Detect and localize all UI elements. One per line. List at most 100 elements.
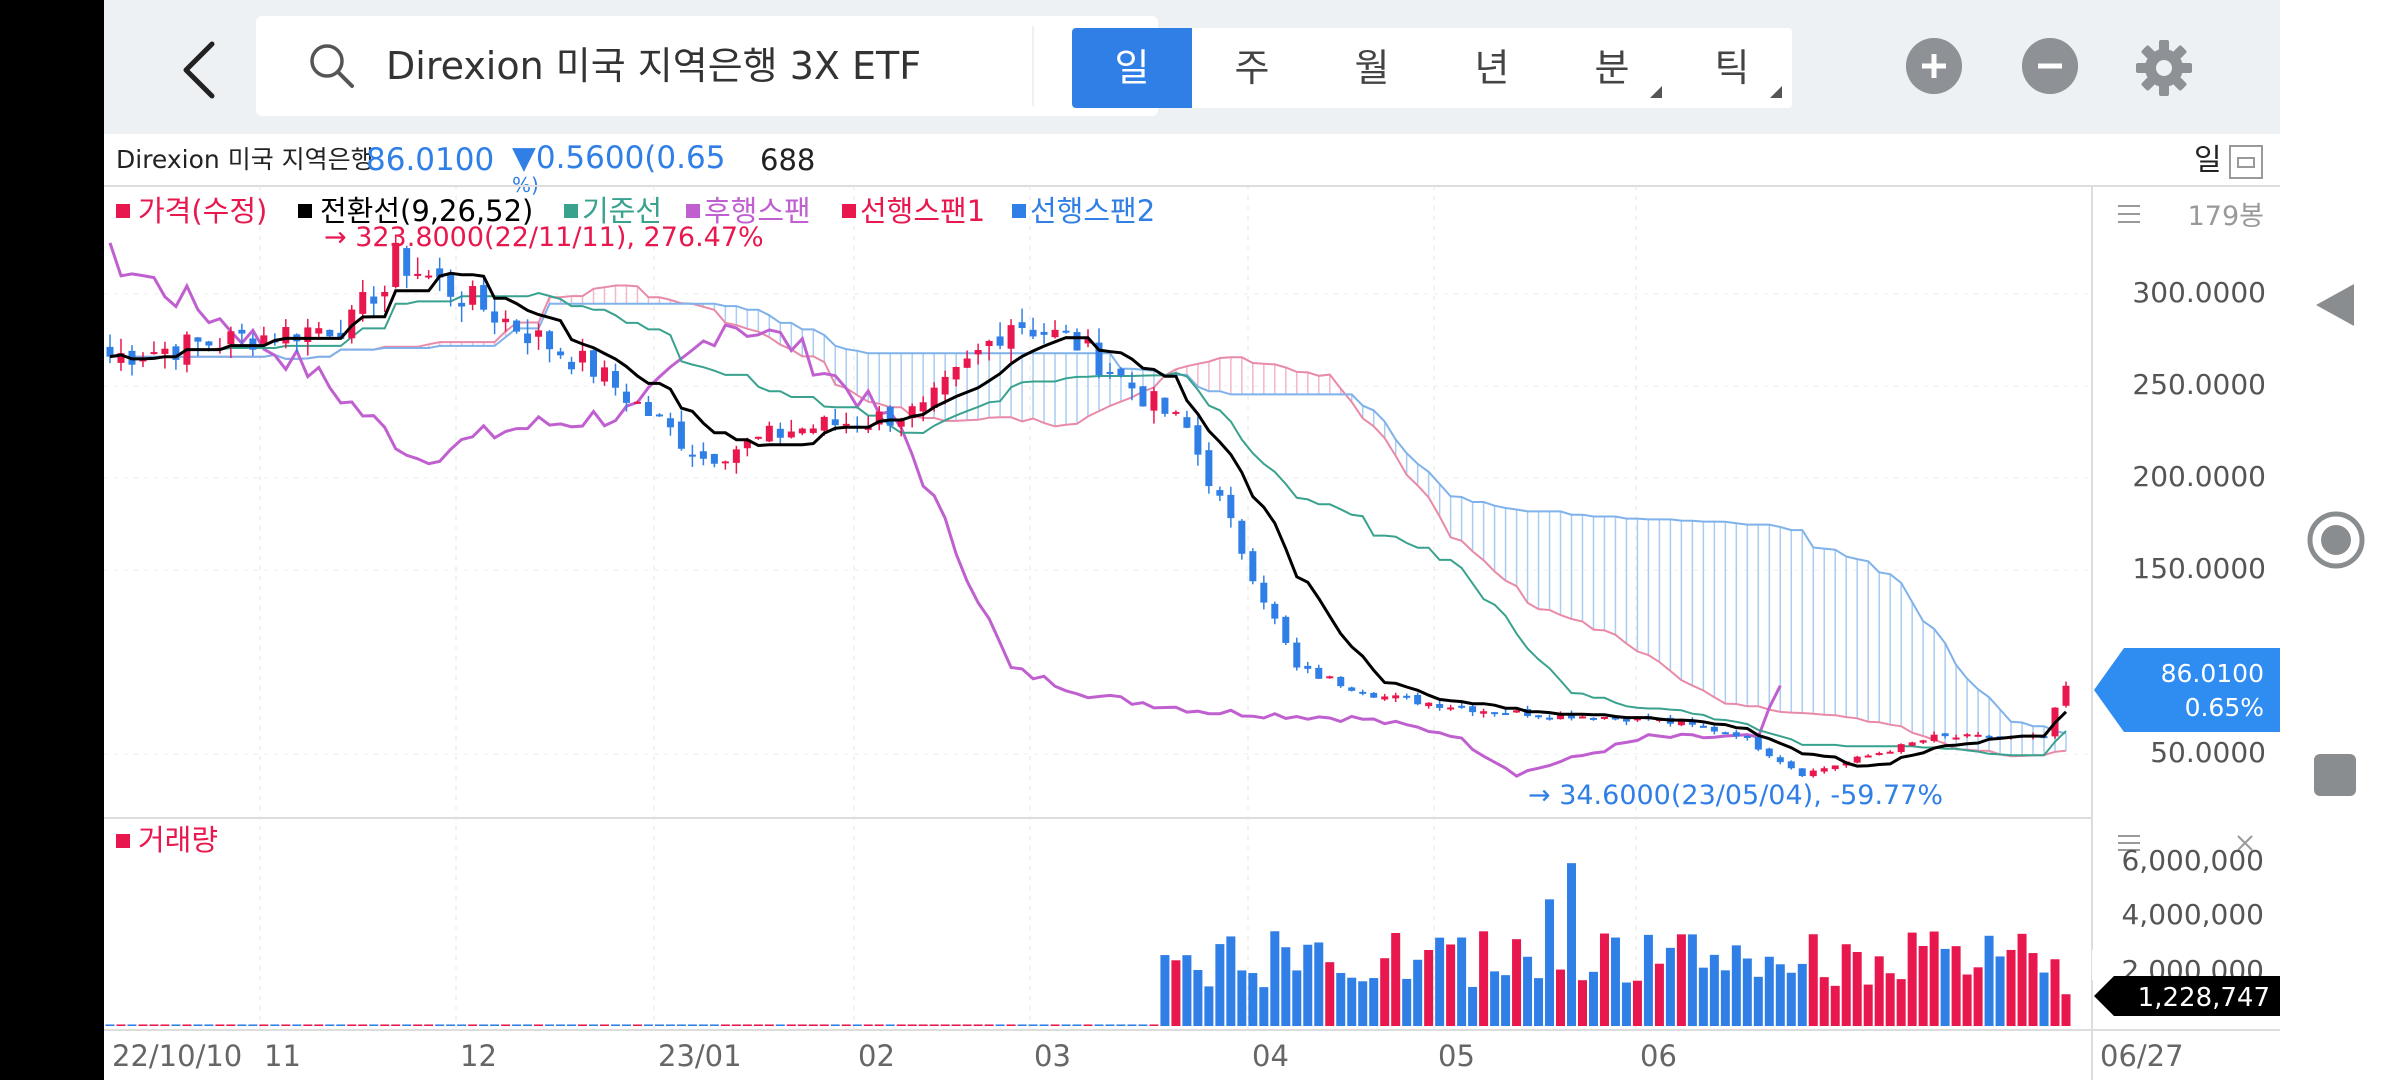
candle: [1084, 338, 1092, 344]
volume-bar: [1764, 956, 1774, 1026]
gear-icon[interactable]: [2134, 38, 2194, 98]
volume-bar: [1534, 978, 1544, 1026]
stock-chart[interactable]: Direxion 미국 지역은행 86.0100 ▼0.5600(0.65 %)…: [104, 138, 2280, 1080]
close-icon[interactable]: [2237, 835, 2253, 851]
volume-bar: [424, 1024, 434, 1026]
volume-bar: [1336, 972, 1346, 1026]
candle: [743, 439, 751, 449]
volume-bar: [984, 1024, 994, 1026]
candles: [106, 235, 2070, 778]
candle: [161, 348, 169, 354]
candle: [1183, 417, 1191, 428]
candle: [985, 340, 993, 347]
menu-icon[interactable]: [2118, 205, 2140, 223]
candle: [1480, 711, 1488, 714]
candle: [1260, 582, 1268, 603]
candle: [1458, 705, 1466, 708]
price-tag-pct: 0.65%: [2185, 693, 2264, 722]
nav-bar: [2280, 0, 2400, 1080]
chart-type-toggle[interactable]: [2229, 145, 2263, 179]
volume-bar: [1501, 975, 1511, 1026]
tab-week[interactable]: 주: [1192, 28, 1312, 108]
candle: [1392, 695, 1400, 699]
volume-bar: [1676, 934, 1686, 1026]
volume-bar: [1193, 969, 1203, 1026]
candle: [1447, 707, 1455, 710]
volume-bar: [1204, 986, 1214, 1026]
tab-month[interactable]: 월: [1312, 28, 1432, 108]
date-axis: 22/10/10 11 12 23/01 02 03 04 05 06 06/2…: [112, 1039, 2184, 1073]
volume-bar: [918, 1024, 928, 1026]
plus-icon[interactable]: [1906, 38, 1962, 94]
volume-bar: [105, 1024, 115, 1026]
volume-bar: [1446, 944, 1456, 1026]
home-circle-icon[interactable]: [2306, 510, 2366, 570]
candle: [150, 352, 158, 355]
candle: [996, 336, 1004, 346]
volume-bar: [1281, 947, 1291, 1026]
back-triangle-icon[interactable]: [2310, 280, 2360, 330]
volume-bar: [413, 1024, 423, 1026]
current-price-tag: 86.0100 0.65%: [2094, 648, 2280, 732]
volume-bar: [874, 1024, 884, 1026]
volume-bar: [1435, 937, 1445, 1026]
minus-icon[interactable]: [2022, 38, 2078, 94]
volume-bar: [1940, 948, 1950, 1026]
candle: [1469, 706, 1477, 713]
recents-square-icon[interactable]: [2312, 752, 2358, 798]
volume-bar: [369, 1024, 379, 1026]
candle: [491, 311, 499, 323]
x-tick-label: 23/01: [658, 1039, 742, 1073]
tab-minute[interactable]: 분: [1552, 28, 1672, 108]
volume-bar: [2050, 959, 2060, 1026]
volume-bar: [1127, 1024, 1137, 1026]
candle: [1600, 716, 1608, 719]
y-tick-label: 300.0000: [2132, 276, 2266, 309]
candle: [502, 318, 510, 323]
volume-bar: [523, 1024, 533, 1026]
candle: [1787, 761, 1795, 769]
volume-bar: [193, 1024, 203, 1026]
x-tick-label: 12: [460, 1039, 497, 1073]
volume-bar: [1050, 1024, 1060, 1026]
base-line: [109, 291, 2067, 757]
volume-y-label: 4,000,000: [2121, 898, 2264, 931]
volume-bar: [259, 1024, 269, 1026]
tab-tick[interactable]: 틱: [1672, 28, 1792, 108]
candle: [106, 346, 114, 357]
candle: [370, 296, 378, 304]
volume-bar: [1588, 971, 1598, 1026]
volume-bar: [775, 1024, 785, 1026]
candle: [1161, 397, 1169, 414]
candle: [304, 327, 312, 342]
candle: [842, 423, 850, 426]
chevron-left-icon[interactable]: [164, 30, 244, 110]
volume-bar: [2006, 949, 2016, 1026]
tab-year[interactable]: 년: [1432, 28, 1552, 108]
volume-bar: [1171, 960, 1181, 1026]
volume-bar: [325, 1024, 335, 1026]
candle: [1578, 716, 1586, 719]
candle: [1611, 717, 1619, 720]
volume-bar: [1599, 933, 1609, 1026]
candle: [315, 328, 323, 334]
info-volume: 688: [760, 143, 815, 177]
volume-bar: [1490, 971, 1500, 1026]
volume-bar: [490, 1024, 500, 1026]
volume-menu-icon[interactable]: [2118, 835, 2140, 851]
label-mask: [2092, 950, 2280, 980]
candle: [535, 330, 543, 337]
candle: [886, 406, 894, 426]
volume-bar: [1369, 978, 1379, 1026]
volume-bar: [940, 1024, 950, 1026]
legend-price: 가격(수정): [138, 194, 267, 228]
volume-bar: [1116, 1024, 1126, 1026]
candle: [798, 428, 806, 434]
candle: [677, 421, 685, 449]
tab-day[interactable]: 일: [1072, 28, 1192, 108]
volume-bar: [1358, 981, 1368, 1026]
search-input[interactable]: Direxion 미국 지역은행 3X ETF: [256, 16, 1158, 116]
leading-span2-line: [110, 302, 2067, 735]
candle: [1040, 331, 1048, 335]
volume-bar: [1577, 980, 1587, 1026]
